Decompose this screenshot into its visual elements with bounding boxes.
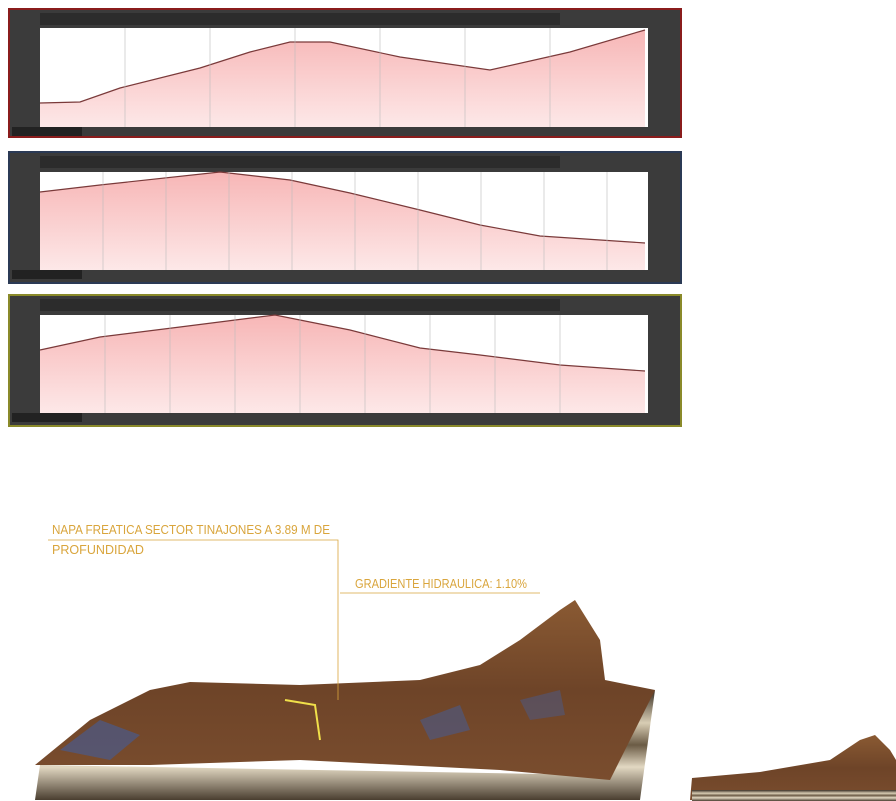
water-table-label: NAPA FREATICA SECTOR TINAJONES A 3.89 M … (52, 522, 330, 537)
water-table-label: PROFUNDIDAD (52, 542, 144, 557)
gradient-label: GRADIENTE HIDRAULICA: 1.10% (355, 576, 527, 591)
elevation-profile (8, 294, 682, 427)
annotation: NAPA FREATICA SECTOR TINAJONES A 3.89 M … (48, 522, 540, 700)
elevation-profile (8, 151, 682, 284)
elevation-profile (8, 8, 682, 138)
terrain-model (35, 600, 896, 801)
